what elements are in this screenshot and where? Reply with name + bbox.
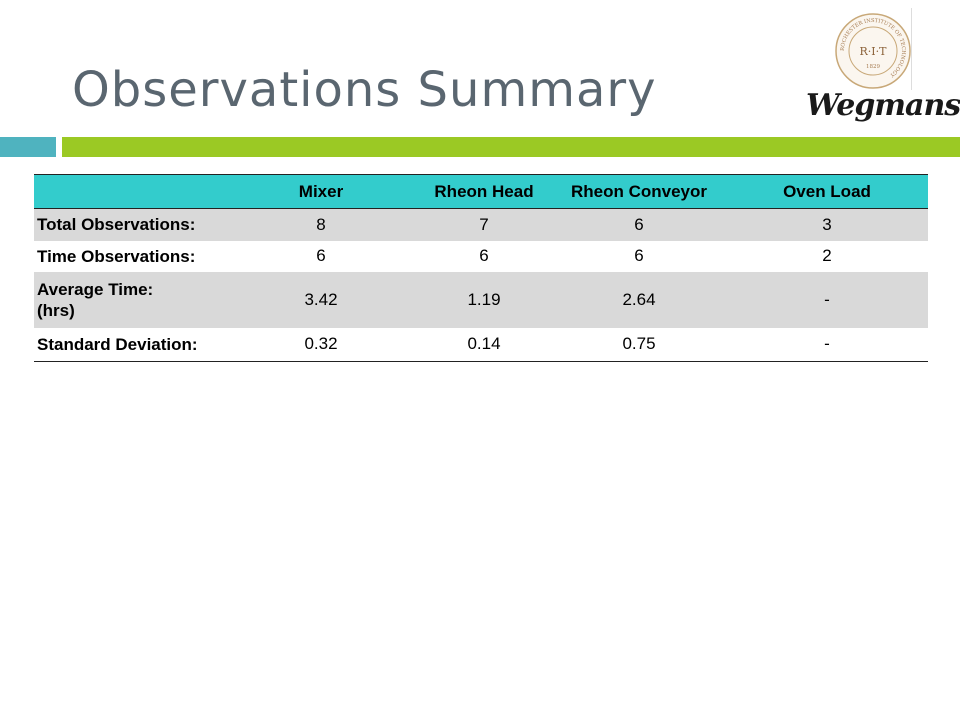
cell-value: 6 (316, 246, 326, 265)
header-mixer: Mixer (298, 181, 344, 201)
cell-value: 8 (316, 214, 326, 234)
cell-value: 6 (634, 246, 644, 265)
header-rheon-head: Rheon Head (434, 181, 534, 201)
seal-year: 1829 (866, 64, 880, 70)
cell-value: 7 (479, 214, 489, 234)
seal-text: R·I·T (860, 45, 888, 58)
row-label: Average Time: (hrs) (34, 272, 226, 328)
accent-bar-teal (0, 137, 56, 157)
cell-value: 3.42 (304, 289, 338, 309)
header-rheon-conveyor: Rheon Conveyor (570, 181, 708, 201)
cell-value: - (824, 289, 830, 309)
cell-value: 1.19 (467, 289, 501, 309)
table-row: Total Observations: 8 7 6 3 (34, 208, 928, 241)
table-row: Time Observations: 6 6 6 2 (34, 241, 928, 272)
row-label-line2: (hrs) (37, 300, 75, 320)
accent-bar-green (62, 137, 960, 157)
row-label-line1: Average Time: (37, 279, 154, 299)
cell-value: 6 (634, 214, 644, 234)
table-row: Average Time: (hrs) 3.42 1.19 2.64 - (34, 271, 928, 328)
table-row: Standard Deviation: 0.32 0.14 0.75 - (34, 328, 928, 362)
rit-seal-logo: ROCHESTER INSTITUTE OF TECHNOLOGY R·I·T … (835, 13, 911, 89)
header-blank (34, 175, 226, 209)
row-label: Time Observations: (37, 246, 196, 266)
cell-value: 6 (479, 246, 489, 265)
header-oven-load: Oven Load (783, 181, 871, 201)
cell-value: 2 (822, 246, 832, 265)
cell-value: 0.75 (622, 334, 656, 354)
cell-value: 0.14 (467, 334, 501, 354)
logo-divider (911, 8, 912, 90)
table-header-row: Mixer Rheon Head Rheon Conveyor Oven Loa… (34, 174, 928, 209)
slide-title: Observations Summary (72, 62, 657, 118)
observations-table: Mixer Rheon Head Rheon Conveyor Oven Loa… (34, 174, 928, 362)
row-label: Standard Deviation: (37, 334, 198, 354)
cell-value: 3 (822, 214, 832, 234)
cell-value: - (824, 334, 830, 354)
cell-value: 0.32 (304, 334, 338, 354)
wegmans-logo: Wegmans (806, 88, 960, 123)
row-label: Total Observations: (37, 215, 196, 235)
cell-value: 2.64 (622, 289, 656, 309)
